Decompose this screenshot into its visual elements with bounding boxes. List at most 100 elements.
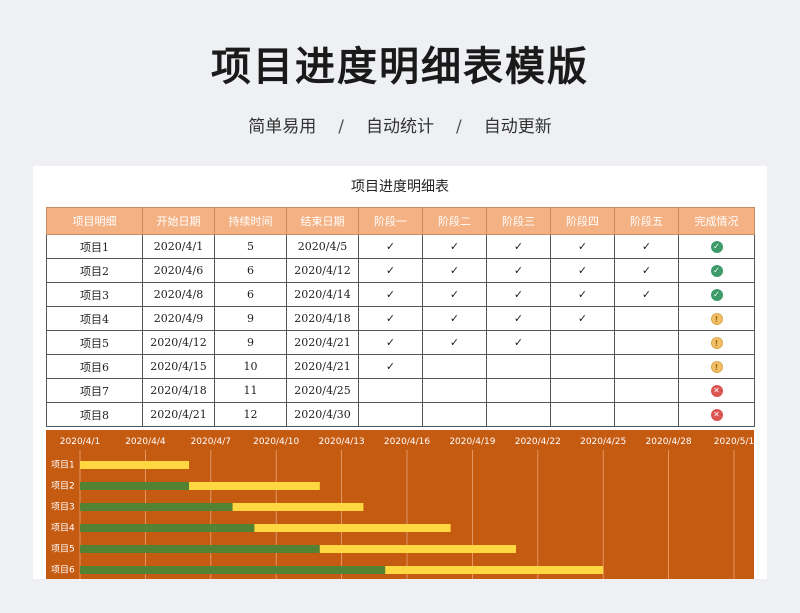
- cell-duration[interactable]: 6: [214, 258, 287, 283]
- gantt-bar: [254, 524, 451, 532]
- cell-end-date[interactable]: 2020/4/21: [286, 330, 359, 355]
- exclamation-circle-icon: !: [710, 313, 723, 325]
- cell-stage[interactable]: [486, 402, 551, 427]
- check-mark: ✓: [449, 264, 460, 277]
- cell-stage[interactable]: ✓: [358, 354, 423, 379]
- cell-status[interactable]: !: [678, 354, 755, 379]
- cell-stage[interactable]: ✓: [358, 306, 423, 331]
- cell-stage[interactable]: [614, 354, 679, 379]
- cell-start-date[interactable]: 2020/4/1: [142, 234, 215, 259]
- gantt-category-label: 项目4: [51, 523, 75, 534]
- cell-status[interactable]: ✕: [678, 402, 755, 427]
- cell-stage[interactable]: [486, 378, 551, 403]
- gantt-category-label: 项目5: [51, 544, 75, 555]
- page-title: 项目进度明细表模版: [211, 44, 589, 90]
- cell-stage[interactable]: ✓: [614, 258, 679, 283]
- cell-stage[interactable]: ✓: [550, 282, 615, 307]
- cell-stage[interactable]: [422, 354, 487, 379]
- cell-stage[interactable]: [486, 354, 551, 379]
- cell-stage[interactable]: [422, 402, 487, 427]
- cell-start-date[interactable]: 2020/4/12: [142, 330, 215, 355]
- column-header: 结束日期: [286, 207, 359, 235]
- subtitle-item-easy: 简单易用: [248, 117, 317, 137]
- cell-project-name[interactable]: 项目1: [46, 234, 143, 259]
- cell-stage[interactable]: [550, 330, 615, 355]
- cell-end-date[interactable]: 2020/4/12: [286, 258, 359, 283]
- cell-stage[interactable]: ✓: [422, 234, 487, 259]
- cell-stage[interactable]: [358, 402, 423, 427]
- table-body: 项目1 2020/4/1 5 2020/4/5 ✓ ✓ ✓ ✓ ✓ ✓ 项目2 2020/4/6 6 20…: [46, 234, 755, 427]
- cell-start-date[interactable]: 2020/4/8: [142, 282, 215, 307]
- cell-status[interactable]: ✓: [678, 282, 755, 307]
- cell-stage[interactable]: ✓: [550, 258, 615, 283]
- cell-stage[interactable]: [550, 378, 615, 403]
- cell-duration[interactable]: 9: [214, 306, 287, 331]
- cell-stage[interactable]: ✓: [550, 306, 615, 331]
- cell-duration[interactable]: 11: [214, 378, 287, 403]
- cell-stage[interactable]: [550, 402, 615, 427]
- cell-stage[interactable]: ✓: [422, 258, 487, 283]
- cell-stage[interactable]: [614, 330, 679, 355]
- check-mark: ✓: [641, 240, 652, 253]
- cell-stage[interactable]: [614, 306, 679, 331]
- cell-end-date[interactable]: 2020/4/14: [286, 282, 359, 307]
- column-header: 阶段五: [614, 207, 679, 235]
- cell-stage[interactable]: ✓: [422, 330, 487, 355]
- column-header: 持续时间: [214, 207, 287, 235]
- cell-status[interactable]: !: [678, 306, 755, 331]
- cell-stage[interactable]: [358, 378, 423, 403]
- check-mark: ✓: [385, 240, 396, 253]
- cell-project-name[interactable]: 项目5: [46, 330, 143, 355]
- check-mark: ✓: [513, 240, 524, 253]
- cell-project-name[interactable]: 项目4: [46, 306, 143, 331]
- cell-project-name[interactable]: 项目6: [46, 354, 143, 379]
- cell-project-name[interactable]: 项目3: [46, 282, 143, 307]
- cell-duration[interactable]: 6: [214, 282, 287, 307]
- gantt-chart: 2020/4/1 2020/4/4 2020/4/7 2020/4/10 2020/4/…: [46, 430, 754, 579]
- cell-stage[interactable]: ✓: [486, 330, 551, 355]
- check-mark: ✓: [385, 360, 396, 373]
- cell-start-date[interactable]: 2020/4/21: [142, 402, 215, 427]
- cell-stage[interactable]: ✓: [550, 234, 615, 259]
- cell-stage[interactable]: [614, 402, 679, 427]
- cell-project-name[interactable]: 项目7: [46, 378, 143, 403]
- cell-stage[interactable]: [614, 378, 679, 403]
- cell-duration[interactable]: 9: [214, 330, 287, 355]
- cell-stage[interactable]: [550, 354, 615, 379]
- cell-stage[interactable]: ✓: [486, 282, 551, 307]
- cell-duration[interactable]: 5: [214, 234, 287, 259]
- cell-stage[interactable]: ✓: [486, 258, 551, 283]
- cell-status[interactable]: !: [678, 330, 755, 355]
- cell-status[interactable]: ✓: [678, 234, 755, 259]
- cell-start-date[interactable]: 2020/4/9: [142, 306, 215, 331]
- cell-stage[interactable]: ✓: [358, 234, 423, 259]
- cell-start-date[interactable]: 2020/4/6: [142, 258, 215, 283]
- cell-duration[interactable]: 12: [214, 402, 287, 427]
- cell-project-name[interactable]: 项目2: [46, 258, 143, 283]
- cell-stage[interactable]: [422, 378, 487, 403]
- cell-stage[interactable]: ✓: [486, 234, 551, 259]
- cell-end-date[interactable]: 2020/4/25: [286, 378, 359, 403]
- cell-end-date[interactable]: 2020/4/5: [286, 234, 359, 259]
- subtitle-item-update: 自动更新: [483, 117, 552, 137]
- table-row: 项目2 2020/4/6 6 2020/4/12 ✓ ✓ ✓ ✓ ✓ ✓: [46, 258, 755, 283]
- cell-stage[interactable]: ✓: [486, 306, 551, 331]
- cell-end-date[interactable]: 2020/4/18: [286, 306, 359, 331]
- cell-stage[interactable]: ✓: [614, 234, 679, 259]
- cell-stage[interactable]: ✓: [422, 306, 487, 331]
- cell-status[interactable]: ✓: [678, 258, 755, 283]
- cell-stage[interactable]: ✓: [422, 282, 487, 307]
- cell-project-name[interactable]: 项目8: [46, 402, 143, 427]
- cell-start-date[interactable]: 2020/4/15: [142, 354, 215, 379]
- cell-status[interactable]: ✕: [678, 378, 755, 403]
- table-row: 项目7 2020/4/18 11 2020/4/25 ✕: [46, 378, 755, 403]
- cell-stage[interactable]: ✓: [358, 330, 423, 355]
- cell-end-date[interactable]: 2020/4/30: [286, 402, 359, 427]
- cell-stage[interactable]: ✓: [358, 282, 423, 307]
- cell-end-date[interactable]: 2020/4/21: [286, 354, 359, 379]
- cell-stage[interactable]: ✓: [614, 282, 679, 307]
- cell-start-date[interactable]: 2020/4/18: [142, 378, 215, 403]
- table-row: 项目1 2020/4/1 5 2020/4/5 ✓ ✓ ✓ ✓ ✓ ✓: [46, 234, 755, 259]
- cell-stage[interactable]: ✓: [358, 258, 423, 283]
- cell-duration[interactable]: 10: [214, 354, 287, 379]
